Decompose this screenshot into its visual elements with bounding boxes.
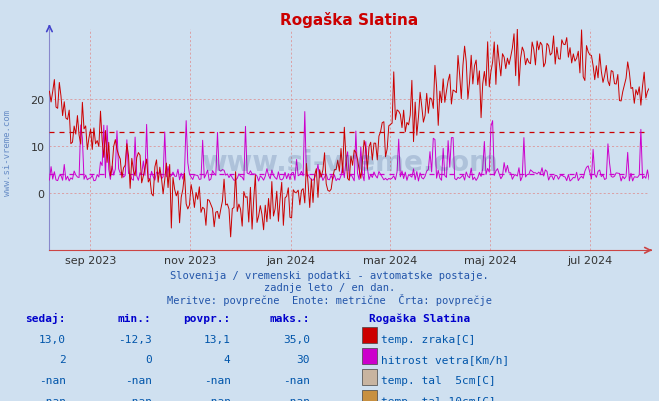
Text: -nan: -nan [39,375,66,385]
Text: 2: 2 [59,354,66,365]
Text: Meritve: povprečne  Enote: metrične  Črta: povprečje: Meritve: povprečne Enote: metrične Črta:… [167,293,492,305]
Text: 35,0: 35,0 [283,334,310,344]
Text: Rogaška Slatina: Rogaška Slatina [369,312,471,323]
Text: temp. tal 10cm[C]: temp. tal 10cm[C] [381,396,496,401]
Text: 30: 30 [297,354,310,365]
Title: Rogaška Slatina: Rogaška Slatina [280,12,418,28]
Text: 0: 0 [145,354,152,365]
Text: sedaj:: sedaj: [26,312,66,323]
Text: -12,3: -12,3 [118,334,152,344]
Text: -nan: -nan [283,396,310,401]
Text: zadnje leto / en dan.: zadnje leto / en dan. [264,283,395,293]
Text: -nan: -nan [283,375,310,385]
Text: temp. zraka[C]: temp. zraka[C] [381,334,475,344]
Text: min.:: min.: [118,313,152,323]
Text: www.si-vreme.com: www.si-vreme.com [201,148,498,176]
Text: 13,0: 13,0 [39,334,66,344]
Text: hitrost vetra[Km/h]: hitrost vetra[Km/h] [381,354,509,365]
Text: www.si-vreme.com: www.si-vreme.com [3,109,13,195]
Text: 4: 4 [224,354,231,365]
Text: temp. tal  5cm[C]: temp. tal 5cm[C] [381,375,496,385]
Text: -nan: -nan [204,375,231,385]
Text: -nan: -nan [39,396,66,401]
Text: povpr.:: povpr.: [183,313,231,323]
Text: -nan: -nan [125,375,152,385]
Text: -nan: -nan [125,396,152,401]
Text: -nan: -nan [204,396,231,401]
Text: 13,1: 13,1 [204,334,231,344]
Text: Slovenija / vremenski podatki - avtomatske postaje.: Slovenija / vremenski podatki - avtomats… [170,271,489,281]
Text: maks.:: maks.: [270,313,310,323]
